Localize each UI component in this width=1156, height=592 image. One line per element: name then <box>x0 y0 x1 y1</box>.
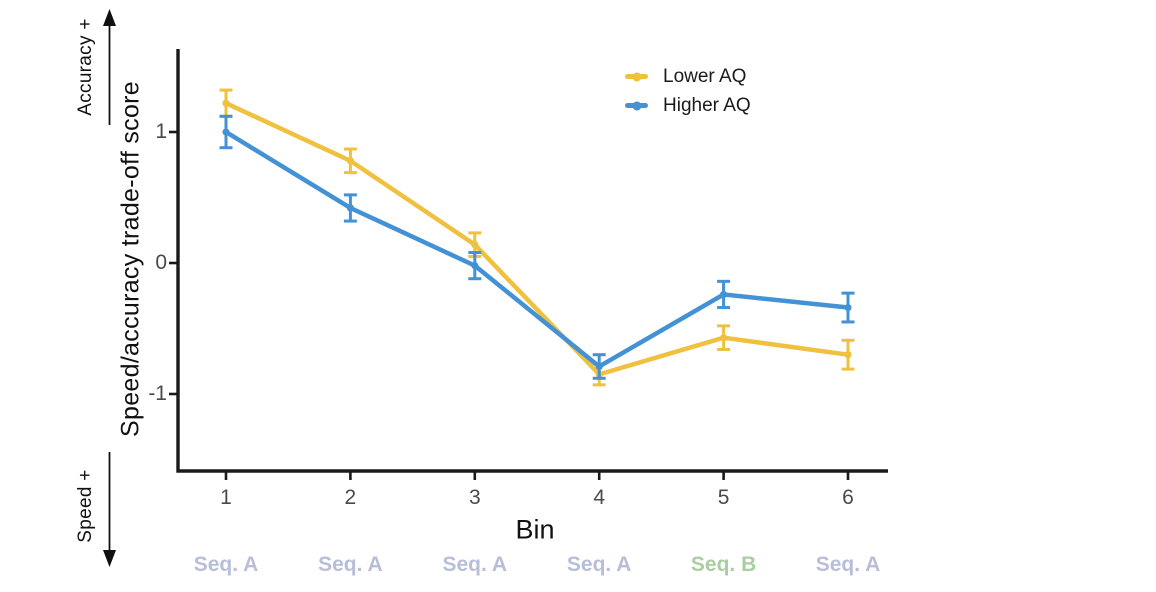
y-tick-label: 0 <box>155 251 167 274</box>
x-tick-label: 2 <box>344 486 357 509</box>
y-tick-label: 1 <box>155 120 167 143</box>
legend-key-lower-aq-icon <box>625 72 648 81</box>
legend-key-higher-aq-icon <box>625 101 648 110</box>
series-line-lower-aq <box>223 100 851 377</box>
sequence-label: Seq. A <box>318 553 383 576</box>
data-point-higher-aq <box>844 303 852 312</box>
series-line-higher-aq <box>223 129 851 369</box>
x-axis-title: Bin <box>515 514 555 545</box>
data-point-higher-aq <box>720 290 728 299</box>
sequence-label: Seq. A <box>566 553 632 576</box>
x-tick-label: 4 <box>593 486 606 509</box>
data-point-higher-aq <box>346 204 354 212</box>
speed-direction-label: Speed + <box>75 469 96 543</box>
legend-label-higher-aq: Higher AQ <box>663 94 751 116</box>
x-tick-label: 1 <box>220 486 232 509</box>
x-tick-label: 5 <box>717 486 730 509</box>
legend: Lower AQ Higher AQ <box>625 64 751 118</box>
data-point-higher-aq <box>471 262 479 270</box>
data-point-lower-aq <box>471 241 479 249</box>
sequence-label: Seq. A <box>815 553 881 576</box>
x-tick-label: 6 <box>842 486 854 509</box>
accuracy-arrow-up-icon <box>103 9 116 26</box>
sequence-label: Seq. A <box>442 553 508 576</box>
data-point-lower-aq <box>844 351 852 359</box>
legend-dot-higher-aq-icon <box>632 101 641 110</box>
legend-item-higher-aq: Higher AQ <box>625 93 751 118</box>
sequence-label: Seq. A <box>193 553 259 576</box>
legend-dot-lower-aq-icon <box>632 72 641 81</box>
legend-item-lower-aq: Lower AQ <box>625 64 751 89</box>
legend-label-lower-aq: Lower AQ <box>663 65 747 87</box>
speed-arrow-down-icon <box>103 550 116 567</box>
y-tick-label: -1 <box>148 382 167 405</box>
accuracy-direction-label: Accuracy + <box>75 18 96 116</box>
data-point-lower-aq <box>720 334 728 342</box>
data-point-lower-aq <box>222 99 230 107</box>
x-tick-label: 3 <box>468 486 481 509</box>
data-point-lower-aq <box>346 157 354 165</box>
axes <box>176 49 888 473</box>
data-point-higher-aq <box>222 128 230 136</box>
data-point-higher-aq <box>595 362 603 371</box>
sequence-label: Seq. B <box>690 553 757 576</box>
